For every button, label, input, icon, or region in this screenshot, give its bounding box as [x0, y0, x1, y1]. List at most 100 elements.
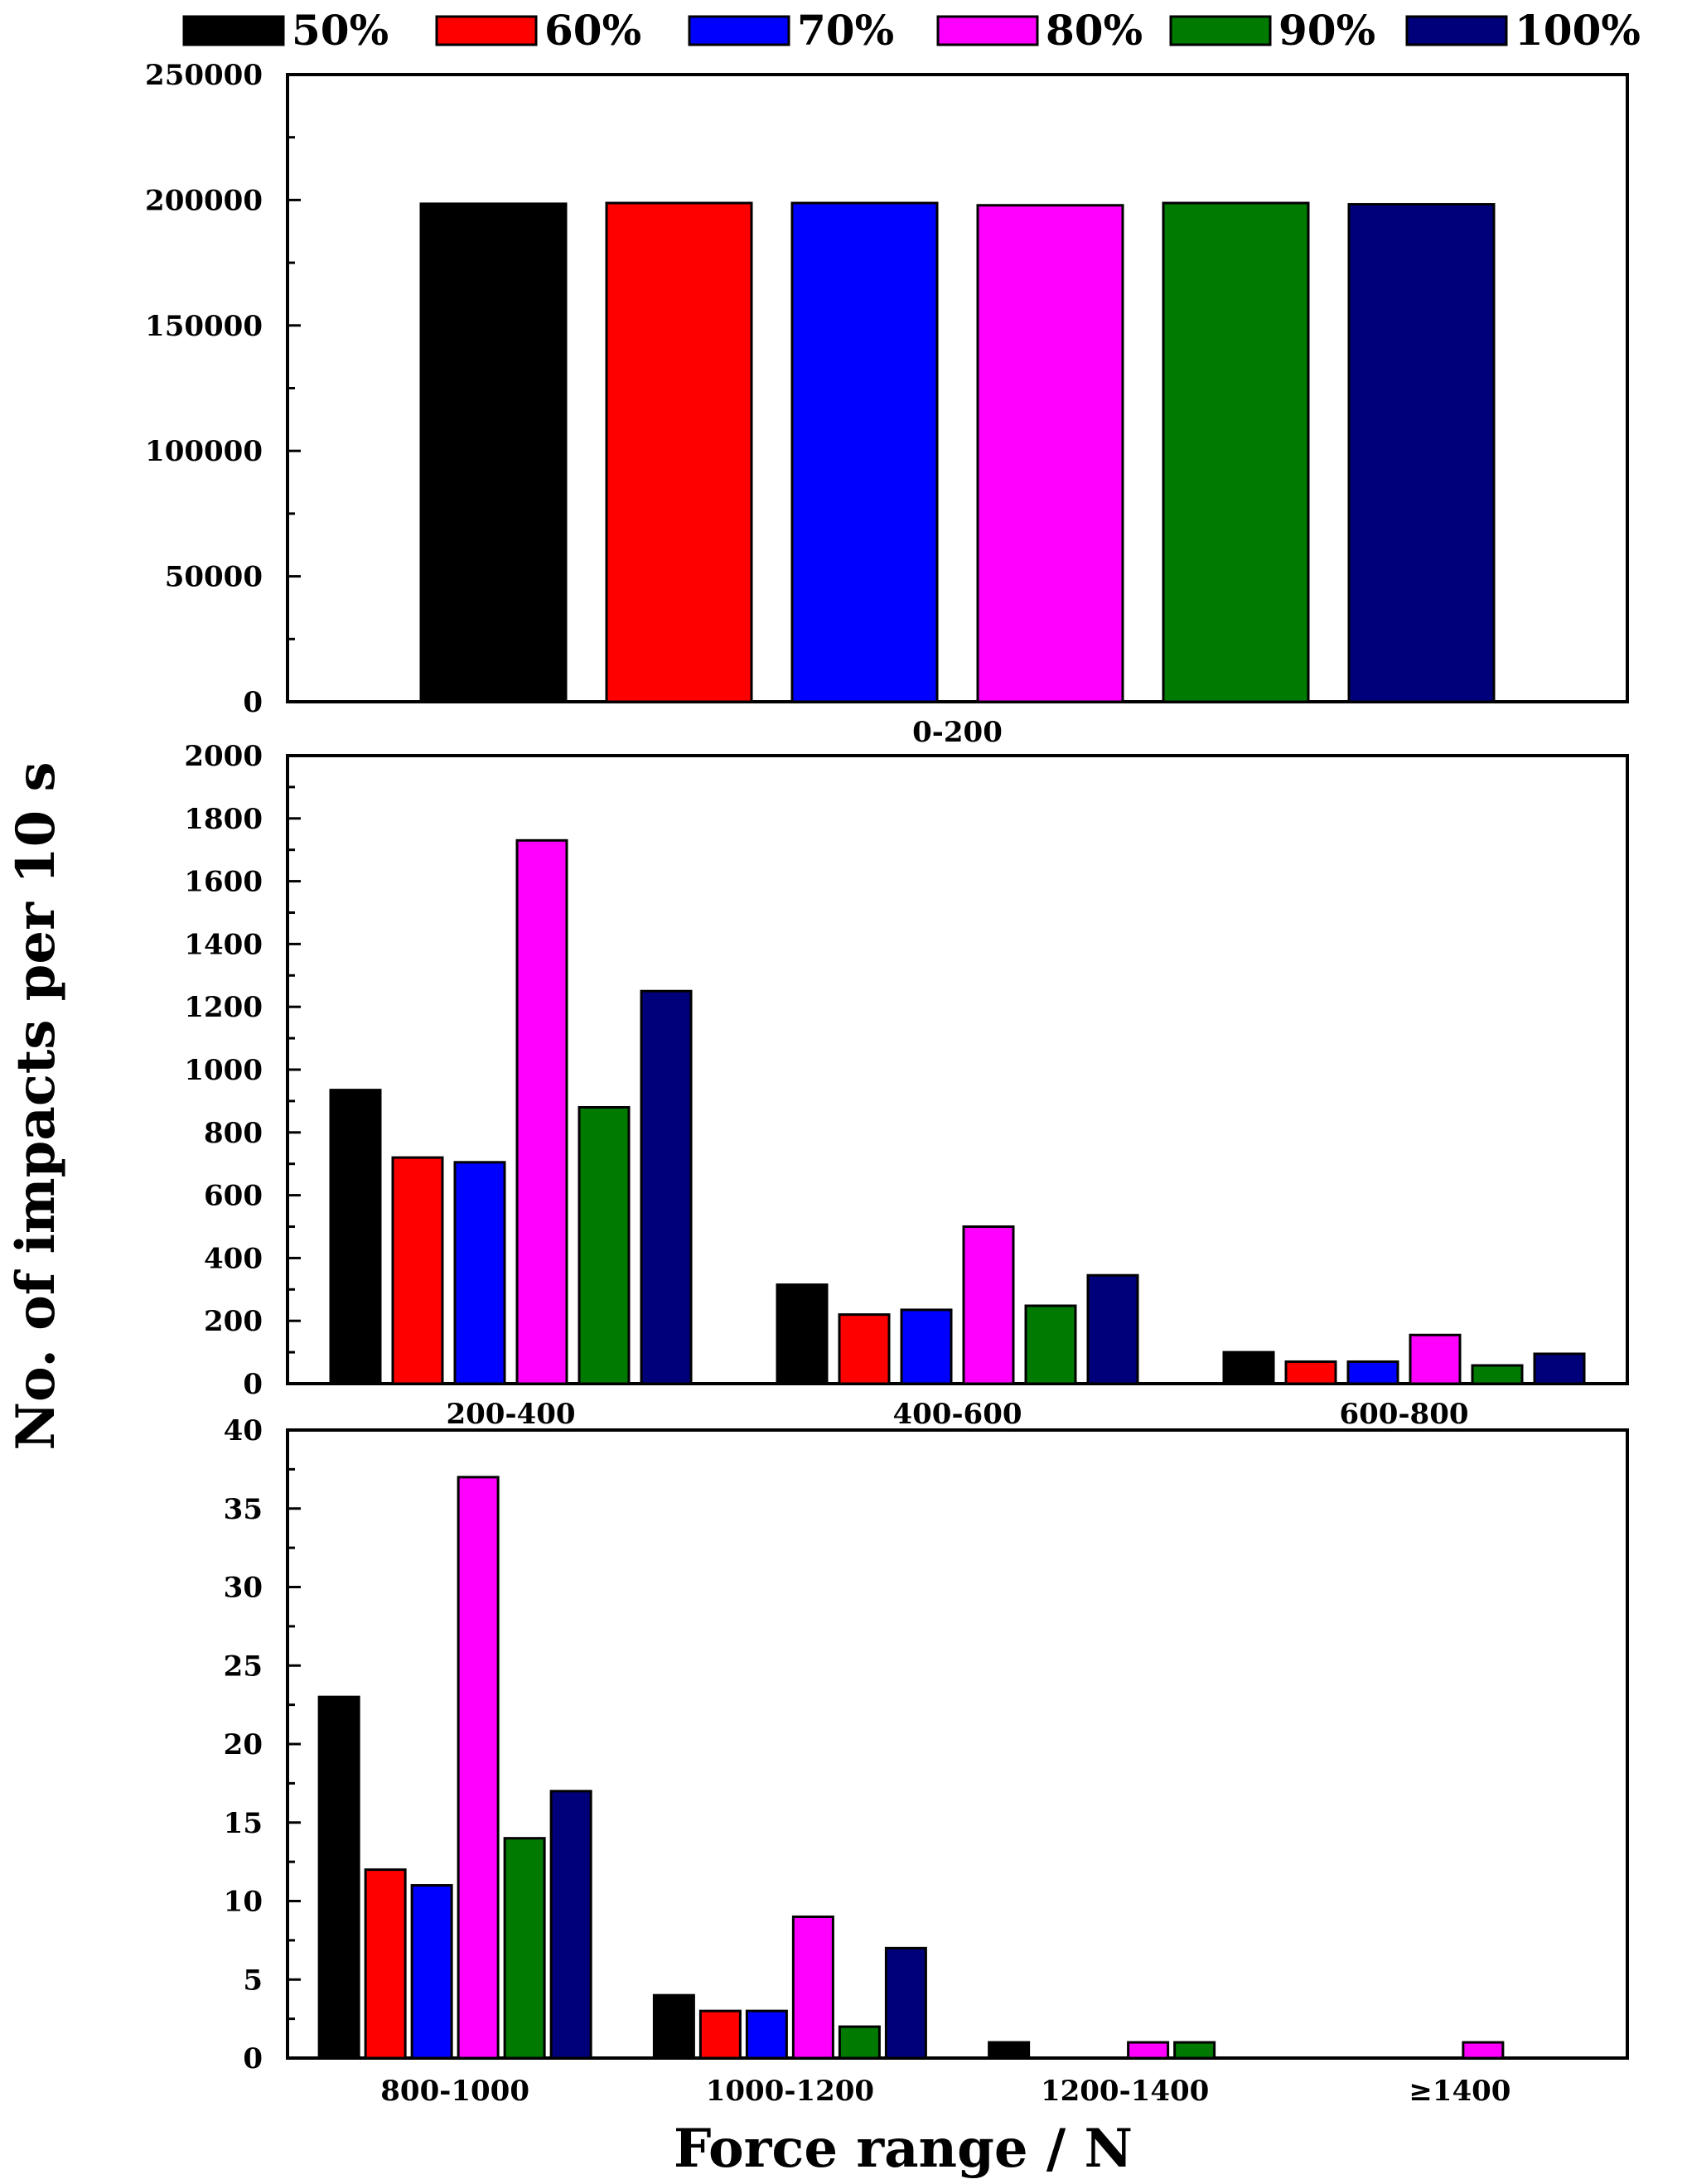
y-tick-label: 1200 [184, 991, 263, 1024]
bar [410, 1884, 453, 2060]
bar [976, 204, 1124, 703]
bar [578, 1105, 631, 1385]
bar [1471, 1364, 1524, 1385]
category-group-0: 800-1000 [317, 1476, 592, 2108]
bar [1086, 1273, 1139, 1385]
bar [838, 1313, 891, 1385]
category-group-3: ≥1400 [1409, 2041, 1510, 2108]
bar [317, 1695, 360, 2060]
legend-item-100pct: 100% [1405, 6, 1641, 55]
x-category-label: 1200-1400 [1041, 2075, 1209, 2108]
y-tick-label: 15 [224, 1807, 263, 1840]
y-tick-label: 400 [204, 1242, 263, 1275]
panels: 0500001000001500002000002500000-20002004… [145, 59, 1629, 2108]
x-category-label: 1000-1200 [706, 2075, 874, 2108]
bar [988, 2041, 1031, 2060]
category-group-2: 1200-1400 [988, 2041, 1216, 2108]
bar [453, 1161, 506, 1385]
legend-label: 80% [1046, 6, 1143, 55]
bar [962, 1225, 1015, 1385]
bar [776, 1283, 829, 1385]
bar [1222, 1351, 1275, 1385]
y-tick-label: 0 [243, 686, 263, 719]
bar [364, 1868, 407, 2060]
legend-swatch [435, 15, 538, 46]
bar [640, 989, 693, 1385]
bar [791, 1915, 834, 2060]
panel-1: 0 50000 100000 150000 200000 250000 0-200 [145, 59, 1629, 749]
y-tick-label: 250000 [145, 59, 263, 92]
legend-label: 70% [797, 6, 894, 55]
x-category-label: 400-600 [892, 1398, 1022, 1431]
bar [1533, 1352, 1586, 1385]
y-tick-label: 20 [224, 1728, 263, 1761]
y-tick-label: 150000 [145, 310, 263, 343]
x-axis-title: Force range / N [674, 2118, 1133, 2180]
bar [1173, 2041, 1216, 2060]
y-tick-label: 1600 [184, 866, 263, 899]
legend: 50% 60% 70% 80% 90% 100% [182, 6, 1641, 55]
legend-swatch [688, 15, 790, 46]
category-group-0: 200-400 [329, 838, 693, 1431]
bar [745, 2009, 788, 2060]
bar [391, 1156, 444, 1385]
x-category-label: 200-400 [446, 1398, 575, 1431]
x-category-label: 0-200 [912, 716, 1003, 749]
bar [503, 1837, 546, 2060]
bar [1347, 203, 1496, 703]
legend-item-70pct: 70% [688, 6, 894, 55]
y-tick-label: 50000 [165, 561, 263, 594]
bar [900, 1308, 953, 1385]
bar [419, 202, 568, 703]
y-tick-label: 0 [243, 2042, 263, 2075]
legend-swatch [936, 15, 1039, 46]
y-tick-label: 100000 [145, 435, 263, 468]
category-group-2: 600-800 [1222, 1333, 1586, 1431]
y-tick-label: 1800 [184, 803, 263, 836]
bar [884, 1946, 927, 2060]
y-tick-label: 200 [204, 1305, 263, 1338]
legend-label: 60% [544, 6, 641, 55]
y-tick-label: 200000 [145, 184, 263, 217]
bar [1409, 1333, 1462, 1385]
category-group-1: 400-600 [776, 1225, 1139, 1431]
y-tick-label: 35 [224, 1493, 263, 1526]
bar [1346, 1360, 1399, 1385]
y-tick-label: 600 [204, 1180, 263, 1213]
x-category-label: 600-800 [1339, 1398, 1468, 1431]
legend-item-80pct: 80% [936, 6, 1143, 55]
x-category-label: 800-1000 [380, 2075, 529, 2108]
legend-item-50pct: 50% [182, 6, 389, 55]
bar [1127, 2041, 1170, 2060]
bar [329, 1089, 382, 1385]
legend-swatch [182, 15, 285, 46]
y-tick-label: 25 [224, 1650, 263, 1683]
bar [790, 201, 939, 703]
legend-label: 90% [1278, 6, 1375, 55]
bar [838, 2025, 881, 2060]
panel-3: 0 5 10 15 20 25 30 35 40 800-1000 1000-1200 1200-14… [224, 1414, 1629, 2108]
y-tick-label: 40 [224, 1414, 263, 1447]
bar [652, 1993, 695, 2060]
bar [515, 838, 568, 1385]
category-group-0: 0-200 [419, 201, 1496, 749]
y-tick-label: 2000 [184, 740, 263, 773]
bar [1462, 2041, 1505, 2060]
legend-swatch [1405, 15, 1508, 46]
y-tick-label: 10 [224, 1886, 263, 1919]
bar [457, 1476, 500, 2060]
bar [549, 1790, 592, 2060]
bar [1162, 201, 1310, 703]
bar [1024, 1304, 1077, 1385]
y-tick-label: 30 [224, 1572, 263, 1605]
legend-item-60pct: 60% [435, 6, 641, 55]
x-category-label: ≥1400 [1409, 2075, 1510, 2108]
y-tick-label: 800 [204, 1117, 263, 1150]
y-tick-label: 0 [243, 1368, 263, 1401]
legend-item-90pct: 90% [1169, 6, 1375, 55]
bar [698, 2009, 742, 2060]
bar [1284, 1360, 1337, 1385]
category-group-1: 1000-1200 [652, 1915, 927, 2108]
